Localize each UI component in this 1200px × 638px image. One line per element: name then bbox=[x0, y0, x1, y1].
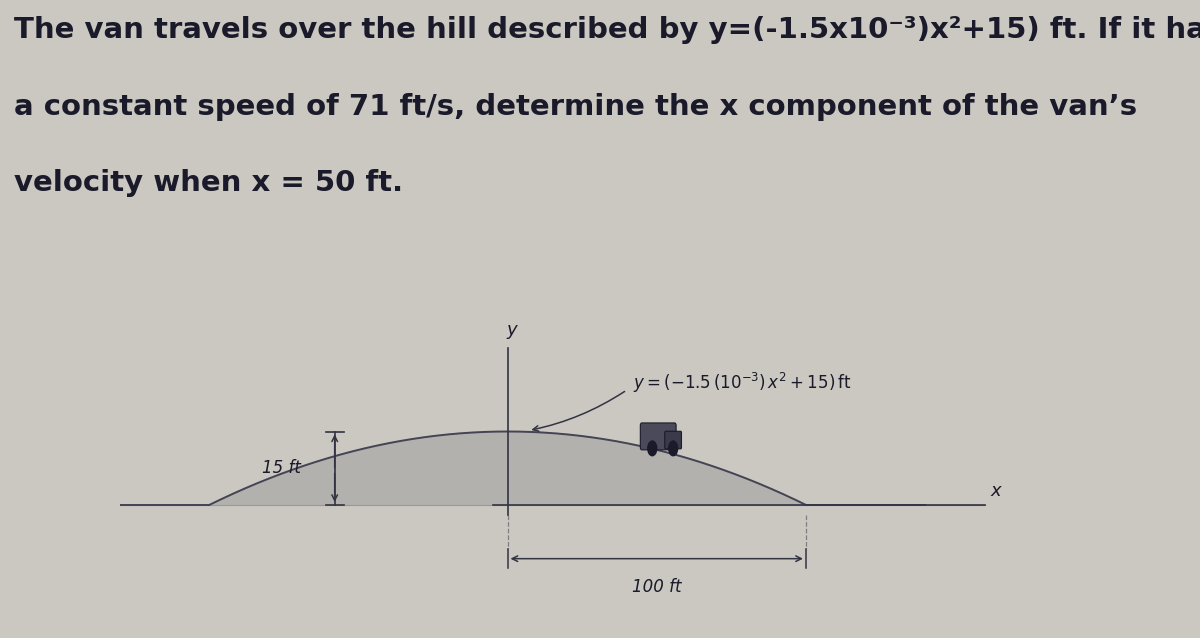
Text: 100 ft: 100 ft bbox=[632, 578, 682, 597]
Circle shape bbox=[668, 441, 678, 456]
Text: 15 ft: 15 ft bbox=[262, 459, 300, 477]
FancyBboxPatch shape bbox=[665, 431, 682, 449]
Text: $y = (-1.5\,(10^{-3})\,x^2 + 15)\,\mathrm{ft}$: $y = (-1.5\,(10^{-3})\,x^2 + 15)\,\mathr… bbox=[632, 371, 851, 395]
Text: a constant speed of 71 ft/s, determine the x component of the van’s: a constant speed of 71 ft/s, determine t… bbox=[14, 93, 1138, 121]
Text: velocity when x = 50 ft.: velocity when x = 50 ft. bbox=[14, 169, 403, 197]
Polygon shape bbox=[120, 431, 895, 505]
Text: y: y bbox=[506, 320, 517, 339]
Text: x: x bbox=[991, 482, 1001, 500]
FancyBboxPatch shape bbox=[641, 423, 676, 450]
Circle shape bbox=[648, 441, 656, 456]
Text: The van travels over the hill described by y=(-1.5x10⁻³)x²+15) ft. If it has: The van travels over the hill described … bbox=[14, 16, 1200, 44]
